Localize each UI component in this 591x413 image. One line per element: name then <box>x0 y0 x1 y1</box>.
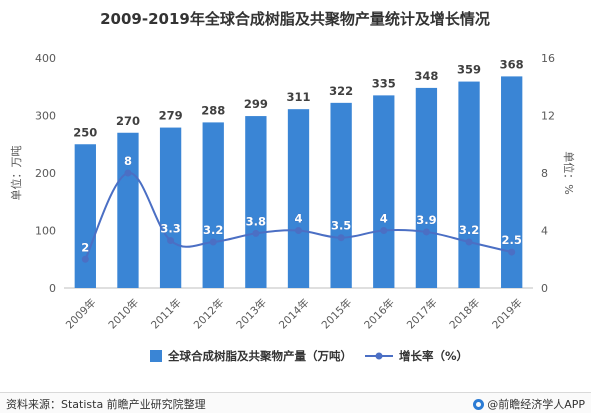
legend-line-marker <box>375 352 383 360</box>
bar-value-label: 322 <box>329 84 353 98</box>
x-tick-label: 2015年 <box>319 296 355 332</box>
x-tick-label: 2016年 <box>361 296 397 332</box>
x-tick-label: 2011年 <box>148 296 184 332</box>
growth-point-label: 4 <box>294 212 302 226</box>
legend: 全球合成树脂及共聚物产量（万吨） 增长率（%） <box>150 349 468 363</box>
y2-tick-label: 0 <box>541 282 548 295</box>
bar-value-label: 299 <box>244 97 268 111</box>
x-tick-label: 2013年 <box>234 296 270 332</box>
y-axis-label: 单位：万吨 <box>9 146 23 201</box>
bar-value-label: 288 <box>201 103 225 117</box>
bar-value-label: 311 <box>286 90 310 104</box>
chart-title: 2009-2019年全球合成树脂及共聚物产量统计及增长情况 <box>100 10 490 28</box>
bar <box>117 132 139 288</box>
bar-value-label: 250 <box>73 125 97 139</box>
bars <box>74 76 523 289</box>
legend-bar-label: 全球合成树脂及共聚物产量（万吨） <box>167 349 352 363</box>
x-tick-label: 2018年 <box>447 296 483 332</box>
y-tick-label: 200 <box>35 167 56 180</box>
growth-point-label: 3.3 <box>160 222 180 236</box>
growth-point <box>508 248 516 256</box>
growth-line: 2 8 3.3 3.2 3.8 4 3.5 4 3.9 3.2 2.5 <box>81 154 522 263</box>
y2-axis-label: 单位：% <box>562 151 576 194</box>
growth-point-label: 3.2 <box>459 223 479 237</box>
growth-point <box>167 237 175 245</box>
footer: 资料来源：Statista 前瞻产业研究院整理 @前瞻经济学人APP <box>0 392 591 413</box>
growth-point-label: 2 <box>81 240 89 254</box>
growth-point-label: 8 <box>124 154 132 168</box>
bar <box>245 116 267 288</box>
y2-tick-label: 16 <box>541 52 555 65</box>
y-tick-label: 100 <box>35 225 56 238</box>
growth-point <box>252 229 260 237</box>
x-tick-label: 2017年 <box>404 296 440 332</box>
y2-tick-label: 4 <box>541 225 548 238</box>
bar-value-label: 335 <box>372 76 396 90</box>
bar-value-label: 368 <box>500 57 524 71</box>
brand-logo-icon <box>473 398 485 410</box>
source-note: 资料来源：Statista 前瞻产业研究院整理 <box>6 398 206 411</box>
growth-point <box>465 238 473 246</box>
x-tick-label: 2014年 <box>276 296 312 332</box>
bar-value-label: 359 <box>457 63 481 77</box>
brand: @前瞻经济学人APP <box>473 396 585 412</box>
bar <box>501 76 523 289</box>
growth-point <box>295 227 302 234</box>
growth-line-path <box>84 172 512 260</box>
legend-line-label: 增长率（%） <box>399 349 468 363</box>
bar-value-label: 270 <box>116 114 140 128</box>
growth-point <box>209 238 217 246</box>
bar <box>415 87 438 289</box>
bar <box>458 81 480 288</box>
growth-point <box>124 169 132 177</box>
growth-point <box>422 228 430 236</box>
growth-point-label: 3.9 <box>416 213 436 227</box>
bar-labels: 250 270 279 288 299 311 322 335 348 359 368 <box>73 57 523 139</box>
bar <box>74 144 96 288</box>
growth-point <box>337 234 345 242</box>
x-tick-label: 2009年 <box>63 296 99 332</box>
x-tick-label: 2010年 <box>106 296 142 332</box>
bar <box>202 122 224 289</box>
growth-point-label: 2.5 <box>501 233 521 247</box>
bar-value-label: 279 <box>159 109 183 123</box>
growth-point-label: 3.8 <box>246 214 266 228</box>
x-tick-label: 2012年 <box>191 296 227 332</box>
growth-point <box>380 227 388 234</box>
bar-value-label: 348 <box>414 69 438 83</box>
y-tick-label: 0 <box>49 282 56 295</box>
bar <box>287 109 310 288</box>
growth-point-label: 4 <box>380 212 388 226</box>
bar <box>159 127 182 288</box>
bar <box>330 102 352 288</box>
y-tick-label: 300 <box>35 110 56 123</box>
y2-tick-label: 12 <box>541 110 555 123</box>
legend-bar-swatch <box>150 350 162 362</box>
x-tick-label: 2019年 <box>489 296 525 332</box>
brand-text: @前瞻经济学人APP <box>487 398 585 411</box>
y2-tick-label: 8 <box>541 167 548 180</box>
bar <box>373 95 395 288</box>
y-tick-label: 400 <box>35 52 56 65</box>
growth-point-label: 3.5 <box>331 219 351 233</box>
growth-point-label: 3.2 <box>203 223 223 237</box>
growth-point <box>81 255 89 263</box>
chart: 2009-2019年全球合成树脂及共聚物产量统计及增长情况 0 100 200 300… <box>9 10 576 363</box>
